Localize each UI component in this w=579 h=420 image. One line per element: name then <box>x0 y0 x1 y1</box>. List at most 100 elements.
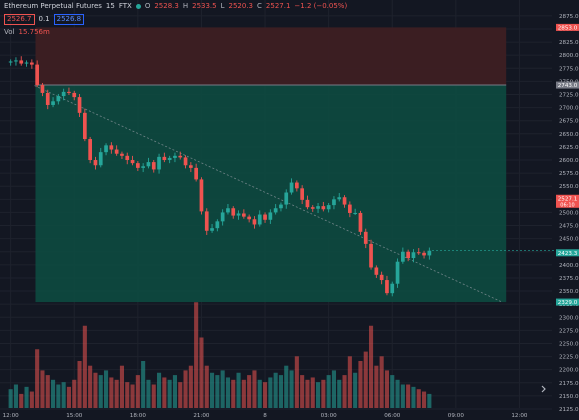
candle[interactable] <box>231 208 236 216</box>
candle[interactable] <box>14 60 18 62</box>
candle[interactable] <box>67 91 71 93</box>
candle[interactable] <box>151 162 156 170</box>
candle[interactable] <box>173 155 177 158</box>
candle[interactable] <box>379 274 384 281</box>
candle[interactable] <box>279 204 283 209</box>
candle[interactable] <box>252 219 257 225</box>
volume-bar <box>88 365 93 408</box>
candle[interactable] <box>326 205 331 210</box>
candle[interactable] <box>178 155 183 158</box>
candle[interactable] <box>40 85 45 93</box>
candle[interactable] <box>363 231 368 244</box>
candle[interactable] <box>162 156 167 161</box>
candle[interactable] <box>83 112 87 140</box>
candle[interactable] <box>45 92 50 105</box>
candle[interactable] <box>146 162 151 167</box>
candle[interactable] <box>109 145 114 150</box>
candle[interactable] <box>416 252 421 254</box>
candle[interactable] <box>300 188 304 200</box>
candle[interactable] <box>411 252 416 259</box>
candle[interactable] <box>120 153 124 156</box>
candle[interactable] <box>215 221 220 229</box>
candle[interactable] <box>342 197 347 205</box>
volume-bar <box>104 370 109 408</box>
candle[interactable] <box>93 160 98 166</box>
volume-bar <box>119 365 124 408</box>
candle[interactable] <box>104 145 108 153</box>
candle[interactable] <box>98 152 103 166</box>
interval-label[interactable]: 15 <box>105 2 115 10</box>
volume-bar <box>130 384 135 408</box>
candle[interactable] <box>236 213 241 216</box>
price-tag <box>556 23 579 31</box>
candle[interactable] <box>427 250 432 256</box>
candle[interactable] <box>289 182 294 193</box>
candle[interactable] <box>35 64 39 86</box>
candle[interactable] <box>114 149 119 154</box>
candle[interactable] <box>257 214 262 225</box>
candle[interactable] <box>167 157 172 161</box>
candle[interactable] <box>242 213 246 217</box>
candle[interactable] <box>130 160 135 164</box>
candle[interactable] <box>273 208 278 213</box>
candle[interactable] <box>141 166 145 168</box>
candle[interactable] <box>30 62 34 65</box>
candle[interactable] <box>226 208 230 213</box>
candle[interactable] <box>310 207 315 209</box>
volume-bar <box>188 365 193 408</box>
candle[interactable] <box>247 216 251 220</box>
candle[interactable] <box>19 60 24 64</box>
candle[interactable] <box>390 283 395 294</box>
candle[interactable] <box>385 280 389 294</box>
candle[interactable] <box>316 206 320 209</box>
profit-target-zone[interactable] <box>35 85 507 303</box>
time-axis-label: 18:00 <box>130 413 147 419</box>
candle[interactable] <box>406 251 410 259</box>
symbol-title[interactable]: Ethereum Perpetual Futures <box>4 2 102 10</box>
candle[interactable] <box>136 163 140 168</box>
price-tag <box>556 81 579 89</box>
candle[interactable] <box>353 212 357 214</box>
candle[interactable] <box>369 243 373 268</box>
candle[interactable] <box>395 261 400 284</box>
candle[interactable] <box>61 91 66 97</box>
candle[interactable] <box>422 252 426 256</box>
candle[interactable] <box>157 156 161 170</box>
trend-line[interactable] <box>34 85 502 302</box>
candle[interactable] <box>284 192 289 205</box>
candle[interactable] <box>51 101 55 105</box>
candle[interactable] <box>72 92 77 98</box>
candle[interactable] <box>183 157 188 166</box>
candle[interactable] <box>77 97 82 113</box>
volume-bar <box>406 384 411 408</box>
candle[interactable] <box>374 267 379 275</box>
candle[interactable] <box>194 167 198 180</box>
candle[interactable] <box>204 211 209 231</box>
candle[interactable] <box>24 62 29 64</box>
ohlc-close-value: 2527.1 <box>265 2 291 10</box>
candle[interactable] <box>56 96 61 102</box>
candle[interactable] <box>210 228 214 231</box>
candle[interactable] <box>8 61 13 63</box>
candle[interactable] <box>295 182 299 189</box>
candle[interactable] <box>401 251 405 262</box>
candle[interactable] <box>358 212 363 232</box>
buy-button[interactable]: 2526.8 <box>53 14 85 25</box>
candle[interactable] <box>305 199 310 208</box>
candle[interactable] <box>189 165 193 168</box>
scroll-to-realtime-icon[interactable] <box>541 385 546 393</box>
candle[interactable] <box>263 214 267 220</box>
candle[interactable] <box>321 206 326 210</box>
candle[interactable] <box>220 212 225 222</box>
candle[interactable] <box>268 212 273 220</box>
candle[interactable] <box>125 155 130 161</box>
candle[interactable] <box>332 199 336 206</box>
stop-loss-zone[interactable] <box>35 27 507 86</box>
candle[interactable] <box>88 139 92 161</box>
sell-button[interactable]: 2526.7 <box>4 14 35 25</box>
candle[interactable] <box>199 179 204 212</box>
candle[interactable] <box>337 197 342 200</box>
candle[interactable] <box>348 204 352 213</box>
